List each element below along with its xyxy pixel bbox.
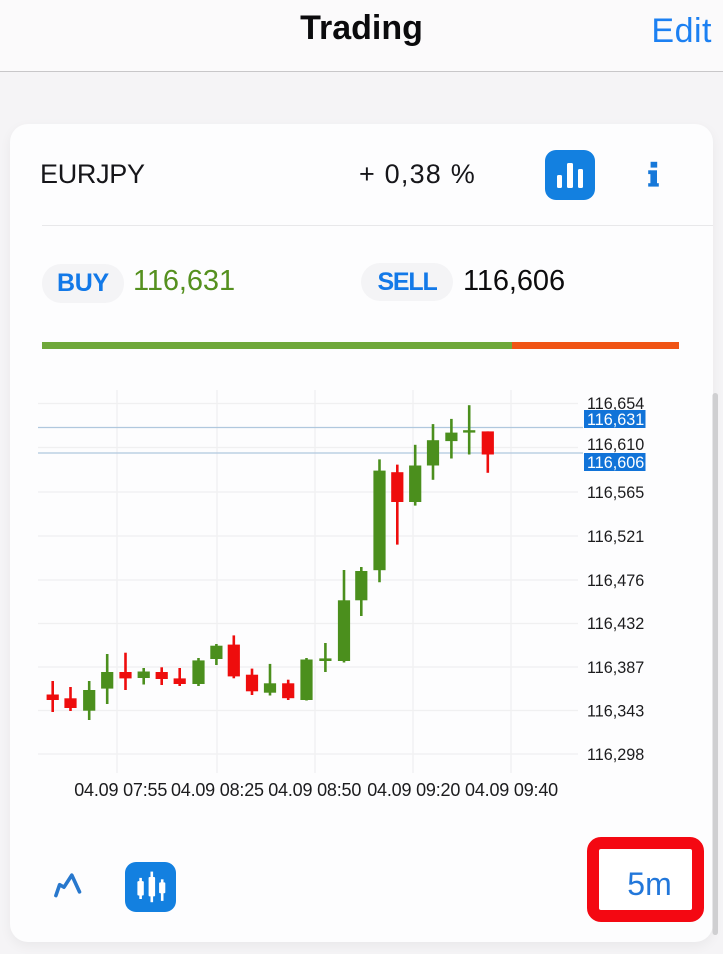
svg-text:116,606: 116,606 bbox=[587, 454, 644, 472]
svg-text:04.09 07:55: 04.09 07:55 bbox=[74, 780, 167, 800]
svg-text:116,631: 116,631 bbox=[587, 411, 644, 429]
svg-text:116,387: 116,387 bbox=[587, 659, 644, 677]
svg-text:116,298: 116,298 bbox=[587, 746, 644, 764]
svg-text:116,343: 116,343 bbox=[587, 702, 644, 720]
svg-text:04.09 09:20: 04.09 09:20 bbox=[367, 780, 460, 800]
svg-text:116,610: 116,610 bbox=[587, 436, 644, 454]
svg-text:04.09 09:40: 04.09 09:40 bbox=[465, 780, 558, 800]
svg-text:116,521: 116,521 bbox=[587, 528, 644, 546]
svg-text:04.09 08:25: 04.09 08:25 bbox=[171, 780, 264, 800]
svg-text:116,476: 116,476 bbox=[587, 572, 644, 590]
svg-text:116,565: 116,565 bbox=[587, 484, 644, 502]
svg-text:04.09 08:50: 04.09 08:50 bbox=[268, 780, 361, 800]
svg-text:116,432: 116,432 bbox=[587, 615, 644, 633]
svg-text:116,654: 116,654 bbox=[587, 395, 644, 413]
